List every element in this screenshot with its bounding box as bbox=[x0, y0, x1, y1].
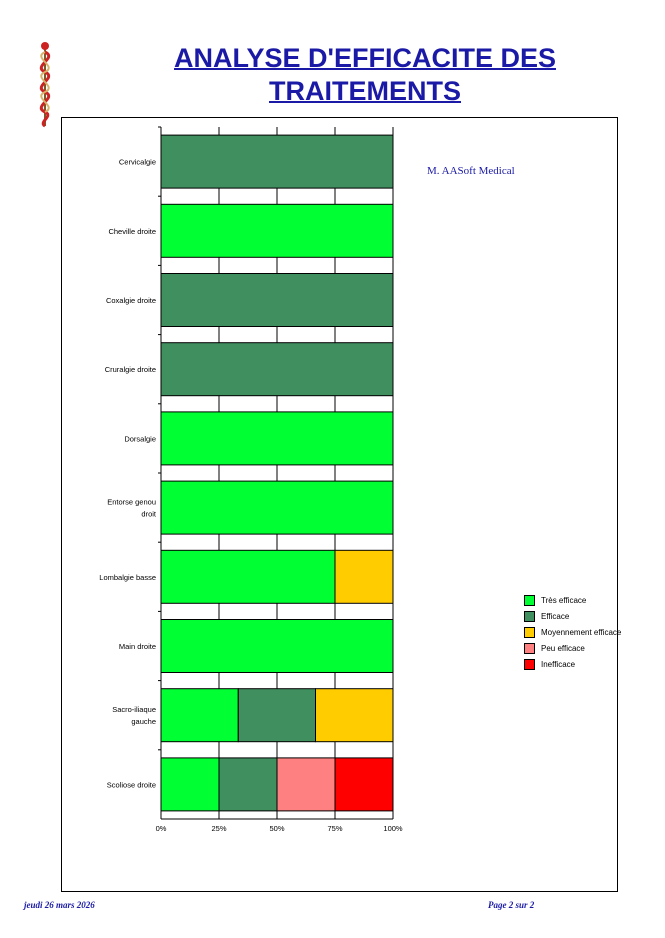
legend-item: Très efficace bbox=[524, 592, 621, 608]
legend-item: Inefficace bbox=[524, 656, 621, 672]
category-label: Sacro-iliaque bbox=[112, 705, 156, 714]
bar-segment bbox=[160, 480, 394, 535]
bar-segment bbox=[160, 203, 394, 258]
bar-segment bbox=[160, 342, 394, 397]
category-label: Dorsalgie bbox=[124, 434, 156, 443]
bar-segment bbox=[160, 619, 394, 673]
legend-label: Très efficace bbox=[541, 595, 587, 605]
bar-segment bbox=[276, 757, 336, 812]
bar-segment bbox=[334, 757, 394, 812]
category-label: Entorse genou bbox=[107, 498, 156, 507]
bar-segment bbox=[315, 688, 394, 743]
x-tick-label: 100% bbox=[383, 824, 403, 833]
bar-segment bbox=[160, 757, 220, 812]
chart-legend: Très efficace Efficace Moyennement efficac… bbox=[524, 592, 621, 672]
legend-swatch bbox=[524, 642, 535, 654]
legend-item: Moyennement efficace bbox=[524, 624, 621, 640]
category-label: Cheville droite bbox=[108, 227, 156, 236]
bar-segment bbox=[218, 757, 278, 812]
bar-segment bbox=[160, 273, 394, 327]
legend-label: Inefficace bbox=[541, 659, 576, 669]
legend-label: Peu efficace bbox=[541, 643, 585, 653]
category-label: Cervicalgie bbox=[119, 158, 156, 167]
bar-segment bbox=[160, 411, 394, 466]
category-label: gauche bbox=[131, 717, 156, 726]
legend-label: Efficace bbox=[541, 611, 570, 621]
legend-swatch bbox=[524, 594, 535, 606]
page-title: ANALYSE D'EFFICACITE DES TRAITEMENTS bbox=[174, 43, 556, 106]
x-tick-label: 75% bbox=[327, 824, 342, 833]
chart-frame: Cervicalgie Cheville droite Coxalgie droit… bbox=[61, 117, 621, 892]
category-label: Lombalgie basse bbox=[99, 573, 156, 582]
software-watermark: M. AASoft Medical bbox=[427, 165, 515, 177]
caduceus-logo-icon bbox=[39, 42, 51, 128]
category-label: Coxalgie droite bbox=[106, 296, 156, 305]
category-label: Scoliose droite bbox=[107, 780, 156, 789]
legend-item: Peu efficace bbox=[524, 640, 621, 656]
x-tick-label: 0% bbox=[156, 824, 167, 833]
category-label: Cruralgie droite bbox=[105, 365, 156, 374]
bar-segment bbox=[160, 688, 239, 743]
bar-segment bbox=[160, 549, 336, 604]
legend-swatch bbox=[524, 658, 535, 670]
legend-swatch bbox=[524, 626, 535, 638]
bar-segment bbox=[160, 134, 394, 189]
category-label: droit bbox=[141, 510, 157, 519]
bar-segment bbox=[237, 688, 317, 743]
category-label: Main droite bbox=[119, 642, 156, 651]
bar-segment bbox=[334, 549, 394, 604]
legend-label: Moyennement efficace bbox=[541, 627, 622, 637]
x-tick-label: 25% bbox=[211, 824, 226, 833]
x-tick-label: 50% bbox=[269, 824, 284, 833]
legend-swatch bbox=[524, 610, 535, 622]
footer-page-number: Page 2 sur 2 bbox=[488, 900, 535, 910]
legend-item: Efficace bbox=[524, 608, 621, 624]
footer-date: jeudi 26 mars 2026 bbox=[24, 900, 95, 910]
efficacy-chart: Cervicalgie Cheville droite Coxalgie droit… bbox=[99, 126, 403, 833]
